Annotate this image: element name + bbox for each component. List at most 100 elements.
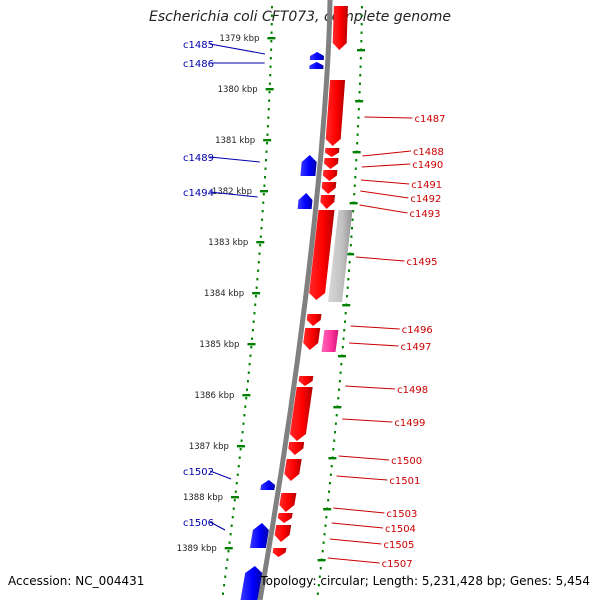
tick-dot [246,380,249,383]
major-tick [236,445,245,448]
tick-dot [230,524,233,527]
tick-dot [342,337,345,340]
tick-dot [258,252,261,255]
tick-dot [244,405,247,408]
tick-dot [233,499,236,502]
tick-dot [235,482,238,485]
tick-dot [268,99,271,102]
tick-dot [239,448,242,451]
reverse-gene [332,6,348,50]
label-leader [362,150,412,157]
tick-dot [360,23,363,26]
forward-gene [309,62,324,69]
tick-dot [337,397,340,400]
tick-dot [330,465,333,468]
reverse-gene [272,548,287,557]
tick-dot [257,261,260,264]
tick-dot [270,23,273,26]
label-leader [364,116,413,119]
tick-dot [243,414,246,417]
tick-dot [270,48,273,51]
label-leader [333,507,385,514]
label-leader [360,179,410,185]
major-tick [263,139,272,142]
tick-dot [269,57,272,60]
reverse-gene [274,525,292,542]
major-tick [317,559,326,562]
tick-dot [225,567,228,570]
major-tick [259,190,268,193]
reverse-gene [324,158,339,169]
tick-dot [242,422,245,425]
label-leader [350,325,400,330]
tick-dot [353,184,356,187]
label-leader [360,190,409,199]
tick-dot [268,82,271,85]
rna-gene [321,330,339,352]
major-tick [247,343,256,346]
gene-label-right: c1490 [412,160,443,171]
tick-dot [254,303,257,306]
tick-dot [349,244,352,247]
tick-dot [251,337,254,340]
tick-dot [333,439,336,442]
tick-dot [256,278,259,281]
tick-dot [321,550,324,553]
tick-dot [327,499,330,502]
gene-label-right: c1501 [389,476,420,487]
reverse-gene [322,170,338,181]
gene-label-right: c1497 [400,342,431,353]
tick-dot [255,286,258,289]
label-leader [209,470,232,480]
major-tick [337,355,346,358]
tick-dot [357,116,360,119]
tick-dot [338,380,341,383]
reverse-gene [325,80,346,146]
tick-dot [232,507,235,510]
tick-dot [259,235,262,238]
tick-dot [248,363,251,366]
gene-label-right: c1504 [385,524,416,535]
kbp-tick-label: 1381 kbp [215,136,255,146]
tick-dot [264,167,267,170]
tick-dot [263,176,266,179]
label-leader [361,163,411,168]
tick-dot [328,490,331,493]
major-tick [355,100,364,103]
tick-dot [268,91,271,94]
tick-dot [267,116,270,119]
label-leader [345,385,396,390]
tick-dot [347,269,350,272]
reverse-gene [284,459,302,481]
label-leader [338,455,390,461]
reverse-gene [279,493,297,512]
tick-dot [251,329,254,332]
tick-dot [240,439,243,442]
tick-dot [360,31,363,34]
tick-dot [259,244,262,247]
tick-dot [269,65,272,68]
tick-dot [252,320,255,323]
gene-label-right: c1503 [386,509,417,520]
tick-dot [226,558,229,561]
tick-dot [266,125,269,128]
label-leader [342,418,393,423]
tick-dot [262,193,265,196]
gene-label-left: c1494 [183,188,214,199]
tick-dot [359,57,362,60]
tick-dot [228,541,231,544]
tick-dot [346,295,349,298]
tick-dot [360,14,363,17]
label-leader [209,43,266,55]
gene-label-right: c1492 [410,194,441,205]
tick-dot [262,201,265,204]
major-tick [342,304,351,307]
gene-label-right: c1499 [394,418,425,429]
gene-label-left: c1506 [183,518,214,529]
gene-label-left: c1489 [183,153,214,164]
tick-dot [328,482,331,485]
tick-dot [270,6,273,9]
tick-dot [269,74,272,77]
gene-label-left: c1502 [183,467,214,478]
tick-dot [270,31,273,34]
